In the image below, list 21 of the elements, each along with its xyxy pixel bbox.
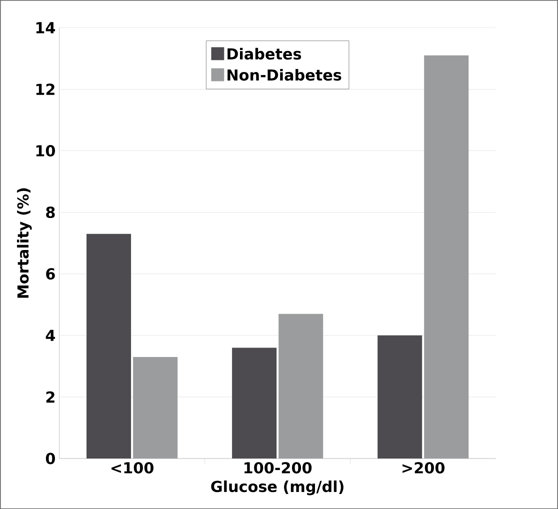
y-tick-label: 4	[46, 330, 56, 341]
y-tick-label: 0	[46, 452, 55, 464]
x-tick-label: <100	[111, 462, 154, 474]
x-tick-label: 100-200	[244, 462, 312, 474]
y-tick-label: 8	[46, 206, 55, 218]
y-tick-label: 12	[36, 84, 54, 95]
legend-label: Diabetes	[228, 48, 302, 60]
bar	[232, 348, 277, 458]
bar	[378, 335, 422, 458]
y-tick-label: 6	[46, 268, 55, 280]
x-axis-title: Glucose (mg/dl)	[211, 480, 344, 496]
legend-label: Non-Diabetes	[228, 68, 342, 81]
bar	[86, 234, 132, 458]
y-tick-label: 2	[46, 391, 54, 402]
bar	[424, 55, 469, 458]
bar	[278, 314, 324, 458]
y-axis-title: Mortality (%)	[16, 188, 32, 298]
bar	[133, 356, 178, 458]
y-tick-label: 10	[36, 144, 55, 156]
y-tick-label: 14	[36, 22, 56, 34]
x-tick-label: >200	[402, 462, 445, 474]
